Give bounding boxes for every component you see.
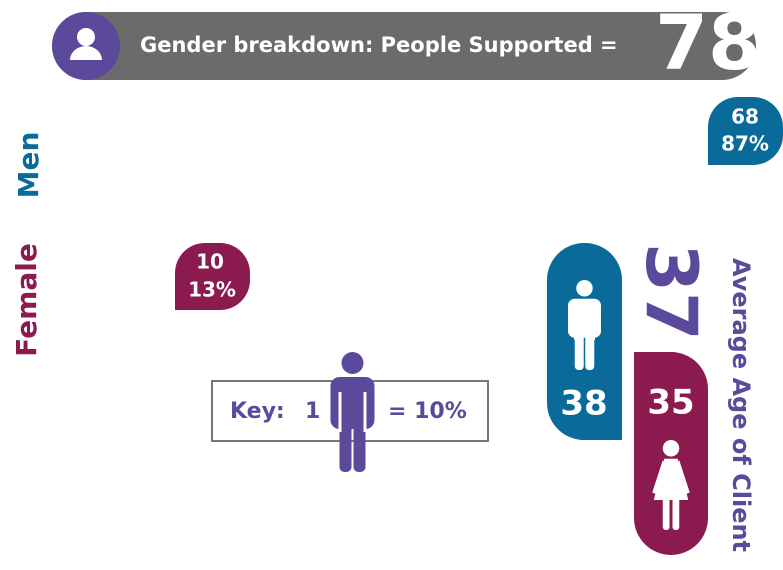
men-icons: [67, 105, 695, 225]
man-icon: [439, 105, 484, 225]
men-age-corner: [580, 400, 622, 440]
female-icons: [63, 240, 155, 360]
man-icon: [588, 105, 633, 225]
female-count: 10: [196, 250, 224, 274]
woman-icon: [63, 240, 113, 360]
men-percent: 87%: [721, 132, 769, 156]
header-bar: [52, 12, 756, 80]
key-icon: [330, 352, 375, 472]
female-age: 35: [647, 383, 694, 423]
female-badge: [175, 243, 250, 310]
key-label: Key:: [230, 399, 285, 424]
man-icon: [365, 105, 409, 225]
man-icon: [514, 105, 558, 225]
men-age: 38: [560, 384, 607, 424]
man-icon: [216, 105, 260, 225]
overall-age: 37: [630, 243, 712, 340]
man-icon: [141, 105, 186, 225]
men-age-pill: [547, 243, 622, 440]
header-title: Gender breakdown: People Supported =: [140, 33, 618, 57]
age-title: Average Age of Client: [727, 258, 755, 552]
man-icon: [290, 105, 335, 225]
female-age-corner: [634, 352, 674, 392]
female-percent: 13%: [188, 278, 236, 302]
header-total: 78: [655, 0, 761, 87]
female-label: Female: [10, 243, 43, 357]
key-count: 1: [305, 399, 320, 424]
man-icon: [67, 105, 111, 225]
men-badge: [708, 97, 783, 165]
men-label: Men: [12, 132, 45, 199]
men-count: 68: [731, 105, 759, 129]
key-unit: = 10%: [388, 399, 467, 424]
header-icon: [70, 28, 102, 60]
man-icon: [663, 105, 695, 225]
